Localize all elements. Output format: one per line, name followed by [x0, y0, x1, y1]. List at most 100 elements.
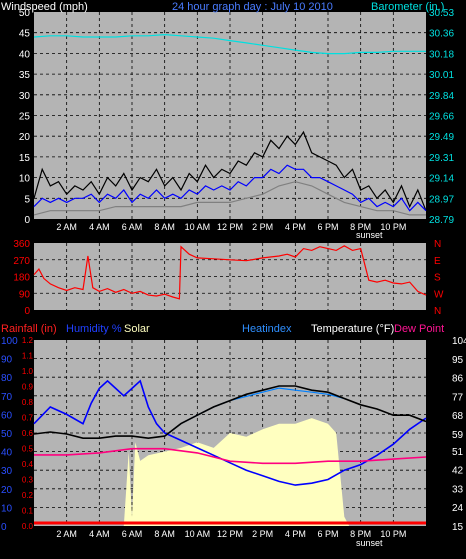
sunset-label-top: sunset — [356, 230, 383, 240]
wind-y-tick-label: 35 — [19, 70, 31, 81]
direction-y-tick-label: 0 — [24, 306, 30, 317]
weather-gridlines — [34, 340, 426, 526]
barometer-label: Barometer (in.) — [371, 1, 444, 13]
rainfall-y-tick-label: 1.0 — [22, 367, 34, 376]
wind-x-ticks: 2 AM 4 AM 6 AM 8 AM 10 AM 12 PM 2 PM 4 PM 6 PM 8 … — [56, 222, 406, 232]
legend-solar: Solar — [124, 323, 150, 335]
x-tick-label: 10 AM — [185, 222, 211, 232]
wind-y-tick-label: 15 — [19, 153, 31, 164]
rainfall-y-tick-label: 1.1 — [22, 352, 34, 361]
x-tick-label: 10 AM — [185, 529, 211, 539]
rainfall-y-ticks: 0.0 0.1 0.2 0.3 0.4 0.5 0.6 0.7 0.8 0.9 1.0 1.1 1.2 — [22, 336, 34, 531]
humidity-y-tick-label: 30 — [1, 466, 13, 477]
x-tick-label: 8 AM — [154, 222, 175, 232]
humidity-line — [33, 379, 427, 486]
direction-gridlines — [34, 243, 426, 310]
humidity-y-tick-label: 80 — [1, 373, 13, 384]
direction-series — [33, 245, 427, 300]
legend-dewpoint: Dew Point — [394, 323, 444, 335]
direction-y-tick-label: 90 — [19, 289, 31, 300]
x-tick-label: 2 AM — [56, 529, 77, 539]
wind-y-tick-label: 45 — [19, 29, 31, 40]
temperature-y-tick-label: 104 — [452, 336, 466, 347]
barometer-y-tick-label: 30.01 — [429, 70, 454, 81]
direction-y-ticks: 0 90 180 270 360 — [13, 239, 30, 317]
legend-temperature: Temperature (°F) — [311, 323, 394, 335]
x-tick-label: 4 AM — [89, 222, 110, 232]
compass-tick-label: N — [434, 239, 441, 250]
humidity-y-tick-label: 40 — [1, 448, 13, 459]
x-tick-label: 10 PM — [380, 222, 406, 232]
x-tick-label: 4 PM — [285, 222, 306, 232]
direction-y-tick-label: 180 — [13, 273, 30, 284]
x-tick-label: 6 PM — [317, 529, 338, 539]
gust-line — [33, 130, 427, 211]
temperature-y-tick-label: 42 — [452, 466, 464, 477]
x-tick-label: 2 PM — [252, 529, 273, 539]
legend-humidity: Humidity % — [66, 323, 122, 335]
x-tick-label: 12 PM — [217, 222, 243, 232]
x-tick-label: 6 AM — [122, 529, 143, 539]
direction-y-tick-label: 360 — [13, 239, 30, 250]
rainfall-y-tick-label: 1.2 — [22, 336, 34, 345]
humidity-y-tick-label: 100 — [1, 336, 18, 347]
barometer-y-ticks: 28.79 28.97 29.14 29.31 29.49 29.66 29.84 30.01… — [429, 8, 454, 226]
barometer-y-tick-label: 30.18 — [429, 49, 454, 60]
x-tick-label: 8 AM — [154, 529, 175, 539]
x-tick-label: 12 PM — [217, 529, 243, 539]
legend-heatindex: Heatindex — [242, 323, 292, 335]
barometer-y-tick-label: 29.49 — [429, 132, 454, 143]
rainfall-y-tick-label: 0.0 — [22, 522, 34, 531]
x-tick-label: 10 PM — [380, 529, 406, 539]
rainfall-y-tick-label: 0.3 — [22, 476, 34, 485]
humidity-y-tick-label: 20 — [1, 485, 13, 496]
wind-y-tick-label: 40 — [19, 49, 31, 60]
direction-line — [33, 245, 427, 300]
avg-line — [33, 181, 426, 216]
compass-tick-label: W — [434, 289, 444, 300]
humidity-y-tick-label: 60 — [1, 410, 13, 421]
compass-tick-label: N — [434, 306, 441, 317]
humidity-y-tick-label: 0 — [1, 522, 7, 533]
temperature-line — [33, 385, 427, 440]
rainfall-y-tick-label: 0.2 — [22, 491, 34, 500]
direction-y-tick-label: 270 — [13, 256, 30, 267]
x-tick-label: 2 PM — [252, 222, 273, 232]
windspeed-label: Windspeed (mph) — [1, 1, 88, 13]
compass-tick-label: S — [434, 273, 441, 284]
rainfall-y-tick-label: 0.8 — [22, 398, 34, 407]
temperature-y-tick-label: 86 — [452, 374, 464, 385]
wind-y-tick-label: 10 — [19, 174, 31, 185]
weather-series — [33, 379, 427, 526]
wind-y-tick-label: 30 — [19, 91, 31, 102]
temperature-y-tick-label: 33 — [452, 484, 464, 495]
barometer-y-tick-label: 28.97 — [429, 194, 454, 205]
barometer-line — [33, 33, 426, 55]
solar-area — [34, 418, 426, 526]
rainfall-y-tick-label: 0.9 — [22, 383, 34, 392]
rainfall-y-tick-label: 0.4 — [22, 460, 34, 469]
humidity-y-tick-label: 90 — [1, 355, 13, 366]
barometer-y-tick-label: 29.14 — [429, 174, 454, 185]
temperature-y-tick-label: 59 — [452, 430, 464, 441]
humidity-y-ticks: 0 10 20 30 40 50 60 70 80 90 100 — [1, 336, 18, 533]
wind-line — [33, 164, 427, 212]
rainfall-y-tick-label: 0.1 — [22, 507, 34, 516]
humidity-y-tick-label: 10 — [1, 503, 13, 514]
wind-y-tick-label: 0 — [24, 215, 30, 226]
wind-y-tick-label: 50 — [19, 8, 31, 19]
temperature-y-tick-label: 95 — [452, 355, 464, 366]
wind-y-tick-label: 20 — [19, 132, 31, 143]
wind-y-ticks: 0 5 10 15 20 25 30 35 40 45 50 — [19, 8, 31, 226]
legend-rainfall: Rainfall (in) — [1, 323, 57, 335]
temperature-y-ticks: 15 24 33 42 51 59 68 77 86 95 104 — [452, 336, 466, 533]
humidity-y-tick-label: 70 — [1, 392, 13, 403]
sunset-label-bottom: sunset — [356, 538, 383, 548]
x-tick-label: 6 PM — [317, 222, 338, 232]
dewpoint-line — [34, 447, 427, 465]
x-tick-label: 6 AM — [122, 222, 143, 232]
barometer-y-tick-label: 29.66 — [429, 112, 454, 123]
